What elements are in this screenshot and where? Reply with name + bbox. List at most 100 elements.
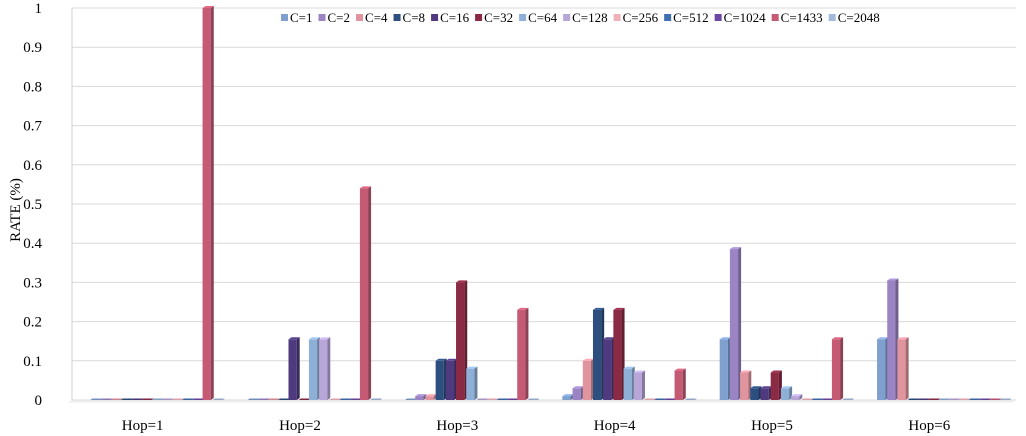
bar — [202, 6, 214, 400]
legend-swatch — [281, 14, 288, 21]
legend-label: C=1 — [290, 10, 313, 25]
bar — [654, 398, 667, 400]
bar-top — [791, 394, 803, 397]
legend-label: C=256 — [623, 10, 659, 25]
bar-flat — [664, 398, 677, 400]
bar-top — [897, 337, 909, 340]
legend-item: C=2048 — [828, 10, 880, 25]
bar-top — [466, 366, 478, 369]
bar — [938, 398, 951, 400]
bar — [811, 398, 824, 400]
bar — [684, 398, 697, 400]
bar-side — [840, 337, 844, 400]
legend-label: C=4 — [365, 10, 388, 25]
bar-front — [623, 368, 632, 400]
bar-flat — [90, 398, 103, 400]
bar-top — [359, 186, 372, 189]
bar-side — [641, 370, 645, 400]
bar-top — [202, 6, 214, 8]
bar-flat — [999, 398, 1012, 400]
bar-side — [210, 6, 214, 400]
bar-flat — [247, 398, 260, 400]
bar-flat — [938, 398, 951, 400]
bar — [750, 386, 762, 400]
bar-flat — [801, 398, 814, 400]
bar-top — [623, 366, 635, 369]
bar-flat — [141, 398, 154, 400]
bar-top — [562, 394, 574, 397]
bar-flat — [298, 398, 311, 400]
legend-label: C=32 — [484, 10, 513, 25]
bar-flat — [161, 398, 174, 400]
bar — [456, 280, 468, 400]
bar-top — [674, 368, 686, 371]
y-tick-label: 0.1 — [23, 354, 42, 370]
legend-swatch — [563, 14, 571, 21]
bar-flat — [349, 398, 362, 400]
bar-top — [780, 386, 793, 389]
bar-flat — [684, 398, 697, 400]
legend-label: C=64 — [528, 10, 558, 25]
legend-item: C=2 — [318, 10, 350, 25]
bar — [897, 337, 909, 400]
legend-swatch — [475, 14, 483, 21]
bar-top — [592, 307, 605, 310]
legend-item: C=1024 — [714, 10, 766, 25]
bar-front — [572, 388, 581, 400]
bar-flat — [171, 398, 185, 400]
bar-top — [319, 337, 331, 340]
legend-swatch — [828, 14, 836, 21]
bar-front — [582, 360, 591, 400]
bar-flat — [928, 398, 941, 400]
bar-top — [613, 307, 625, 310]
bar-front — [740, 372, 749, 400]
bar — [507, 398, 520, 400]
bar-flat — [989, 398, 1002, 400]
bar — [989, 398, 1002, 400]
bar — [212, 398, 225, 400]
bar — [887, 278, 899, 400]
bar-flat — [507, 398, 520, 400]
bar-top — [456, 280, 468, 283]
bar — [780, 386, 793, 400]
bar — [801, 398, 814, 400]
bar — [643, 398, 657, 400]
bar-front — [202, 8, 211, 400]
bar — [161, 398, 174, 400]
bar-flat — [329, 398, 342, 400]
bar — [329, 398, 342, 400]
bar — [192, 398, 205, 400]
y-tick-label: 0 — [35, 393, 43, 409]
bar — [633, 370, 645, 400]
bar-flat — [476, 398, 489, 400]
bar-top — [633, 370, 645, 373]
bar-front — [359, 188, 369, 400]
bar-top — [445, 358, 458, 361]
bar — [592, 307, 605, 400]
bar — [821, 398, 834, 400]
bar-flat — [257, 398, 271, 400]
bar — [349, 398, 362, 400]
legend-item: C=64 — [519, 10, 558, 25]
legend-item: C=256 — [613, 10, 659, 25]
bar-side — [296, 337, 300, 400]
bar — [979, 398, 992, 400]
bar — [141, 398, 154, 400]
bar-flat — [811, 398, 824, 400]
bar — [582, 358, 594, 400]
bar-flat — [405, 398, 418, 400]
bar-front — [466, 368, 475, 400]
axis-labels: 0 0.1 0.2 0.3 0.4 0.5 0.6 0.7 0.8 0.9 1 Hop=1 Hop=2 H… — [23, 1, 950, 434]
bar-front — [288, 339, 297, 400]
bar — [664, 398, 677, 400]
bar — [958, 398, 971, 400]
legend-swatch — [714, 14, 722, 21]
bar-top — [425, 394, 437, 397]
chart-floor — [67, 400, 1016, 403]
bar — [517, 307, 529, 400]
bar-flat — [979, 398, 992, 400]
bar-side — [423, 394, 427, 400]
bar-flat — [212, 398, 225, 400]
bar-side — [474, 366, 478, 400]
bar-flat — [527, 398, 540, 400]
